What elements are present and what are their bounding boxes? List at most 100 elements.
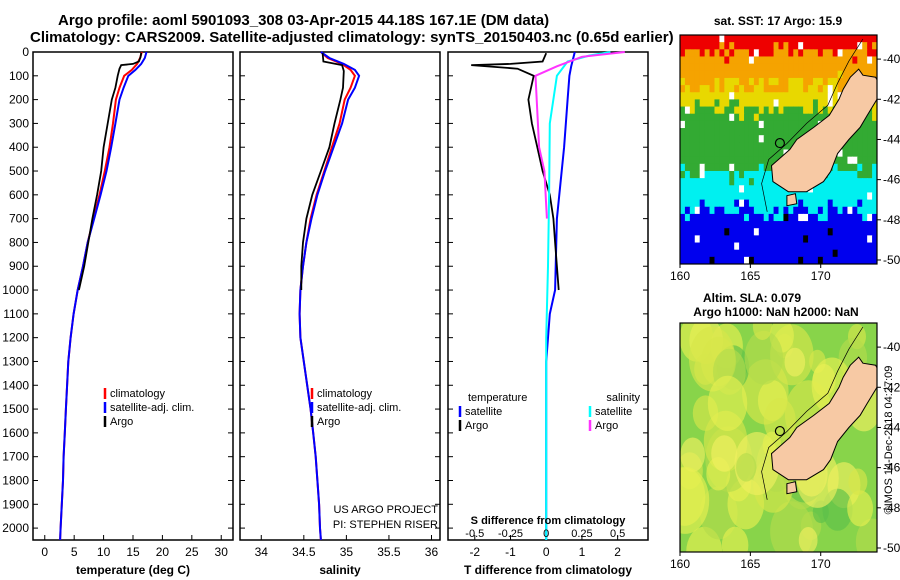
sst-cell [773,128,780,136]
sst-cell [684,228,691,236]
sst-cell [748,170,755,179]
sst-cell [680,113,686,122]
sst-cell [872,142,877,151]
sst-cell [872,228,877,236]
sst-cell [783,77,789,86]
sst-cell [768,35,775,43]
sst-cell [783,85,789,93]
sst-cell [847,156,853,165]
sst-cell [798,221,804,229]
sst-cell [798,56,804,65]
figure-title-line-2: Climatology: CARS2009. Satellite-adjuste… [30,29,674,46]
legend-label: Argo [110,416,133,428]
sst-cell [793,213,799,222]
sst-cell [783,135,789,143]
sst-cell [739,178,745,186]
sst-cell [857,35,863,43]
sst-cell [763,49,770,58]
sst-cell [684,35,691,43]
sst-cell [827,170,834,179]
sst-cell [852,63,858,72]
sst-cell [798,228,804,236]
sst-cell [852,149,858,158]
sst-cell [842,206,849,215]
sst-cell [808,77,814,86]
sst-cell [857,142,863,151]
sst-cell [872,163,877,172]
sst-cell [758,185,765,194]
sst-cell [734,170,740,179]
sst-cell [837,256,844,264]
sst-cell [714,235,720,244]
sst-cell [773,70,780,79]
sst-cell [768,199,775,208]
sst-cell [709,235,716,244]
sst-cell [680,142,686,151]
sst-cell [837,249,844,258]
sst-cell [753,249,760,258]
sst-cell [699,242,706,251]
sst-cell [837,49,844,58]
sst-cell [842,221,849,229]
sst-cell [812,42,819,50]
sst-cell [753,120,760,129]
legend-label: Argo [595,420,618,432]
sst-cell [689,92,696,101]
sst-cell [872,235,877,244]
sst-cell [812,56,819,65]
sst-cell [704,56,711,65]
sst-cell [847,56,853,65]
sst-cell [783,256,789,264]
sst-cell [744,221,750,229]
sst-cell [709,149,716,158]
sst-cell [793,235,799,244]
sst-cell [734,70,740,79]
sst-cell [808,56,814,65]
sst-cell [872,70,877,79]
sst-cell [872,113,877,122]
sst-cell [714,135,720,143]
sst-cell [758,228,765,236]
sst-cell [739,70,745,79]
sst-cell [734,142,740,151]
sst-cell [704,63,711,72]
sst-cell [803,228,809,236]
sst-cell [699,156,706,165]
sst-cell [852,249,858,258]
sst-cell [694,163,701,172]
sst-cell [748,92,755,101]
sst-cell [714,199,720,208]
lat-tick-label: -50 [883,541,900,555]
sst-cell [684,142,691,151]
depth-tick-label: 1400 [2,378,29,392]
legend-label: Argo [317,416,340,428]
sst-cell [744,185,750,194]
sst-cell [812,92,819,101]
sst-cell [684,242,691,251]
sst-cell [808,235,814,244]
sst-cell [822,92,829,101]
sst-cell [734,99,740,108]
sst-cell [812,185,819,194]
sst-cell [852,56,858,65]
sst-cell [719,178,725,186]
sst-cell [694,192,701,201]
sst-cell [862,170,868,179]
sst-cell [753,70,760,79]
sst-cell [788,128,794,136]
sst-cell [798,256,804,264]
sst-cell [783,192,789,201]
sst-cell [689,128,696,136]
sst-cell [842,70,849,79]
sst-cell [788,221,794,229]
sst-cell [744,163,750,172]
sst-cell [734,35,740,43]
sst-cell [704,256,711,264]
sst-cell [734,206,740,215]
shelf-contour [761,38,864,212]
sst-cell [739,106,745,115]
sst-cell [744,63,750,72]
sst-cell [748,35,755,43]
depth-tick-label: 1600 [2,426,29,440]
figure-title-line-1: Argo profile: aoml 5901093_308 03-Apr-20… [58,12,550,29]
